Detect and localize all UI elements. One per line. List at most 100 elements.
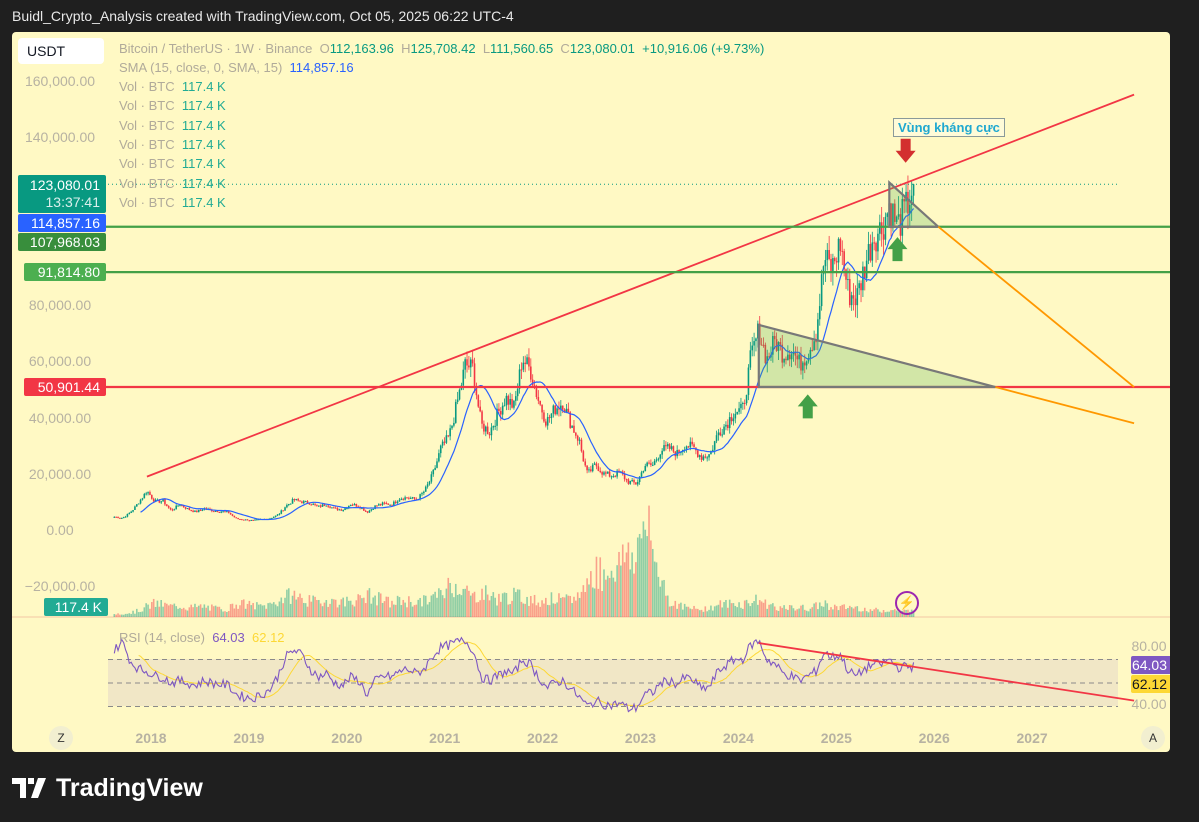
- candle: [421, 493, 423, 495]
- candle: [115, 516, 117, 518]
- volume-bar: [464, 588, 466, 617]
- rsi-legend[interactable]: RSI (14, close) 64.03 62.12: [119, 630, 285, 645]
- volume-bar: [603, 569, 605, 617]
- volume-legend[interactable]: Vol · BTC 117.4 K: [119, 195, 226, 210]
- sma-legend[interactable]: SMA (15, close, 0, SMA, 15) 114,857.16: [119, 60, 354, 75]
- candle: [781, 344, 784, 363]
- candle: [633, 480, 635, 483]
- volume-legend[interactable]: Vol · BTC 117.4 K: [119, 118, 226, 133]
- volume-bar: [672, 605, 675, 617]
- volume-bar: [346, 596, 348, 617]
- volume-bar: [297, 597, 299, 617]
- candle: [239, 518, 241, 520]
- candle: [511, 398, 513, 408]
- volume-bar: [646, 536, 648, 617]
- tradingview-logo[interactable]: TradingView: [12, 774, 203, 803]
- volume-bar: [166, 603, 168, 617]
- price-chart[interactable]: [12, 32, 1170, 752]
- volume-legend[interactable]: Vol · BTC 117.4 K: [119, 176, 226, 191]
- volume-bar: [246, 603, 249, 617]
- volume-bar: [691, 609, 693, 617]
- volume-legend[interactable]: Vol · BTC 117.4 K: [119, 137, 226, 152]
- candle: [691, 441, 693, 445]
- candle: [145, 493, 147, 495]
- candle: [573, 425, 575, 433]
- volume-bar: [582, 585, 585, 617]
- volume-bar: [586, 578, 588, 617]
- candle: [400, 498, 403, 500]
- volume-bar: [740, 607, 742, 617]
- volume-bar: [162, 606, 164, 617]
- volume-legend[interactable]: Vol · BTC 117.4 K: [119, 156, 226, 171]
- candle: [725, 424, 727, 427]
- candle: [372, 508, 375, 510]
- candle: [601, 472, 603, 475]
- volume-bar: [143, 607, 146, 617]
- volume-bar: [438, 588, 440, 617]
- candle: [571, 425, 573, 428]
- candle: [845, 269, 847, 280]
- chart-panel[interactable]: USDT Bitcoin / TetherUS · 1W · Binance O…: [12, 32, 1170, 752]
- volume-bar: [117, 613, 119, 617]
- volume-bar: [426, 604, 429, 617]
- volume-bar: [241, 600, 243, 617]
- triangle-pattern: [757, 323, 996, 389]
- volume-bar: [695, 608, 697, 617]
- auto-scale-a-button[interactable]: A: [1141, 726, 1165, 750]
- volume-bar: [783, 605, 785, 617]
- candle: [130, 511, 132, 513]
- volume-bar: [469, 595, 472, 617]
- lightning-icon[interactable]: ⚡: [895, 591, 919, 615]
- candle: [586, 465, 588, 471]
- volume-bar: [278, 601, 281, 617]
- volume-bar: [749, 606, 752, 617]
- volume-bar: [192, 607, 194, 617]
- volume-bar: [796, 609, 799, 617]
- candle: [454, 401, 457, 423]
- time-axis-label: 2023: [624, 730, 657, 746]
- volume-bar: [567, 595, 570, 617]
- volume-value: 117.4 K: [181, 175, 226, 191]
- volume-bar: [710, 605, 712, 617]
- candle: [873, 242, 875, 244]
- volume-bar: [668, 606, 671, 617]
- volume-bar: [214, 605, 217, 617]
- volume-bar: [860, 611, 862, 617]
- candle: [811, 349, 814, 351]
- candle: [516, 388, 519, 397]
- volume-bar: [580, 591, 583, 617]
- candle: [539, 400, 541, 405]
- volume-bar: [880, 612, 883, 617]
- volume-bar: [494, 597, 496, 617]
- candle: [469, 359, 472, 368]
- volume-bar: [674, 600, 677, 617]
- volume-bar: [886, 611, 889, 617]
- volume-bar: [271, 603, 273, 617]
- candle: [426, 484, 429, 487]
- price-axis-label: 140,000.00: [24, 128, 96, 145]
- volume-bar: [895, 610, 898, 617]
- volume-bar: [276, 606, 279, 617]
- resistance-annotation[interactable]: Vùng kháng cực: [893, 118, 1005, 137]
- volume-legend[interactable]: Vol · BTC 117.4 K: [119, 79, 226, 94]
- candle: [706, 457, 708, 459]
- volume-bar: [385, 596, 388, 617]
- volume-bar: [323, 602, 326, 617]
- volume-bar: [698, 610, 701, 617]
- candle: [869, 244, 872, 261]
- volume-value: 117.4 K: [181, 136, 226, 152]
- volume-bar: [357, 594, 359, 617]
- volume-bar: [428, 602, 431, 617]
- auto-scale-z-button[interactable]: Z: [49, 726, 73, 750]
- volume-legend[interactable]: Vol · BTC 117.4 K: [119, 98, 226, 113]
- candle: [702, 456, 705, 460]
- volume-bar: [254, 609, 256, 617]
- volume-bar: [708, 609, 710, 617]
- candle: [803, 362, 806, 366]
- candle: [443, 441, 446, 443]
- volume-bar: [605, 579, 607, 617]
- currency-button[interactable]: USDT: [18, 38, 104, 64]
- volume-bar: [383, 601, 386, 617]
- candle: [843, 251, 845, 270]
- volume-bar: [518, 589, 521, 617]
